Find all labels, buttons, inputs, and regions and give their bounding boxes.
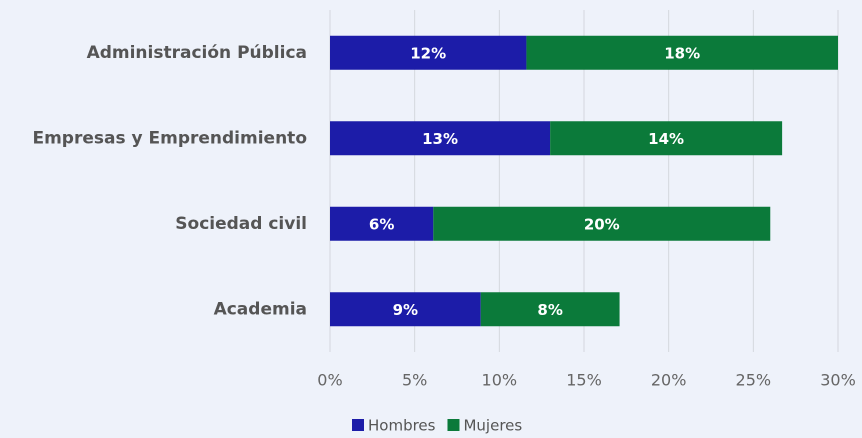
- x-tick-label: 10%: [482, 371, 518, 390]
- x-tick-label: 25%: [736, 371, 772, 390]
- bar-segment: [526, 35, 838, 70]
- bar-segment: [330, 35, 527, 70]
- value-label: 6%: [369, 215, 394, 233]
- category-label: Empresas y Emprendimiento: [32, 128, 307, 148]
- bar-segment: [433, 206, 771, 241]
- bar-segment: [330, 292, 481, 327]
- value-label: 13%: [422, 130, 458, 148]
- x-tick-label: 5%: [402, 371, 427, 390]
- legend-swatch: [352, 419, 364, 431]
- bar-segment: [480, 292, 620, 327]
- bar-segment: [550, 121, 783, 156]
- value-label: 8%: [537, 301, 562, 319]
- category-label: Administración Pública: [87, 43, 307, 63]
- value-label: 20%: [584, 215, 620, 233]
- legend-label: Hombres: [368, 417, 436, 435]
- category-label: Sociedad civil: [175, 214, 307, 234]
- x-tick-label: 15%: [566, 371, 602, 390]
- value-label: 18%: [664, 44, 700, 62]
- legend-swatch: [447, 419, 460, 431]
- value-label: 12%: [410, 44, 446, 62]
- bar-segment: [330, 121, 551, 156]
- x-tick-label: 20%: [651, 371, 687, 390]
- x-tick-label: 0%: [317, 371, 342, 390]
- x-tick-label: 30%: [820, 371, 856, 390]
- legend-label: Mujeres: [463, 417, 522, 435]
- category-label: Academia: [214, 299, 307, 319]
- value-label: 14%: [648, 130, 684, 148]
- value-label: 9%: [393, 301, 418, 319]
- bar-segment: [330, 206, 434, 241]
